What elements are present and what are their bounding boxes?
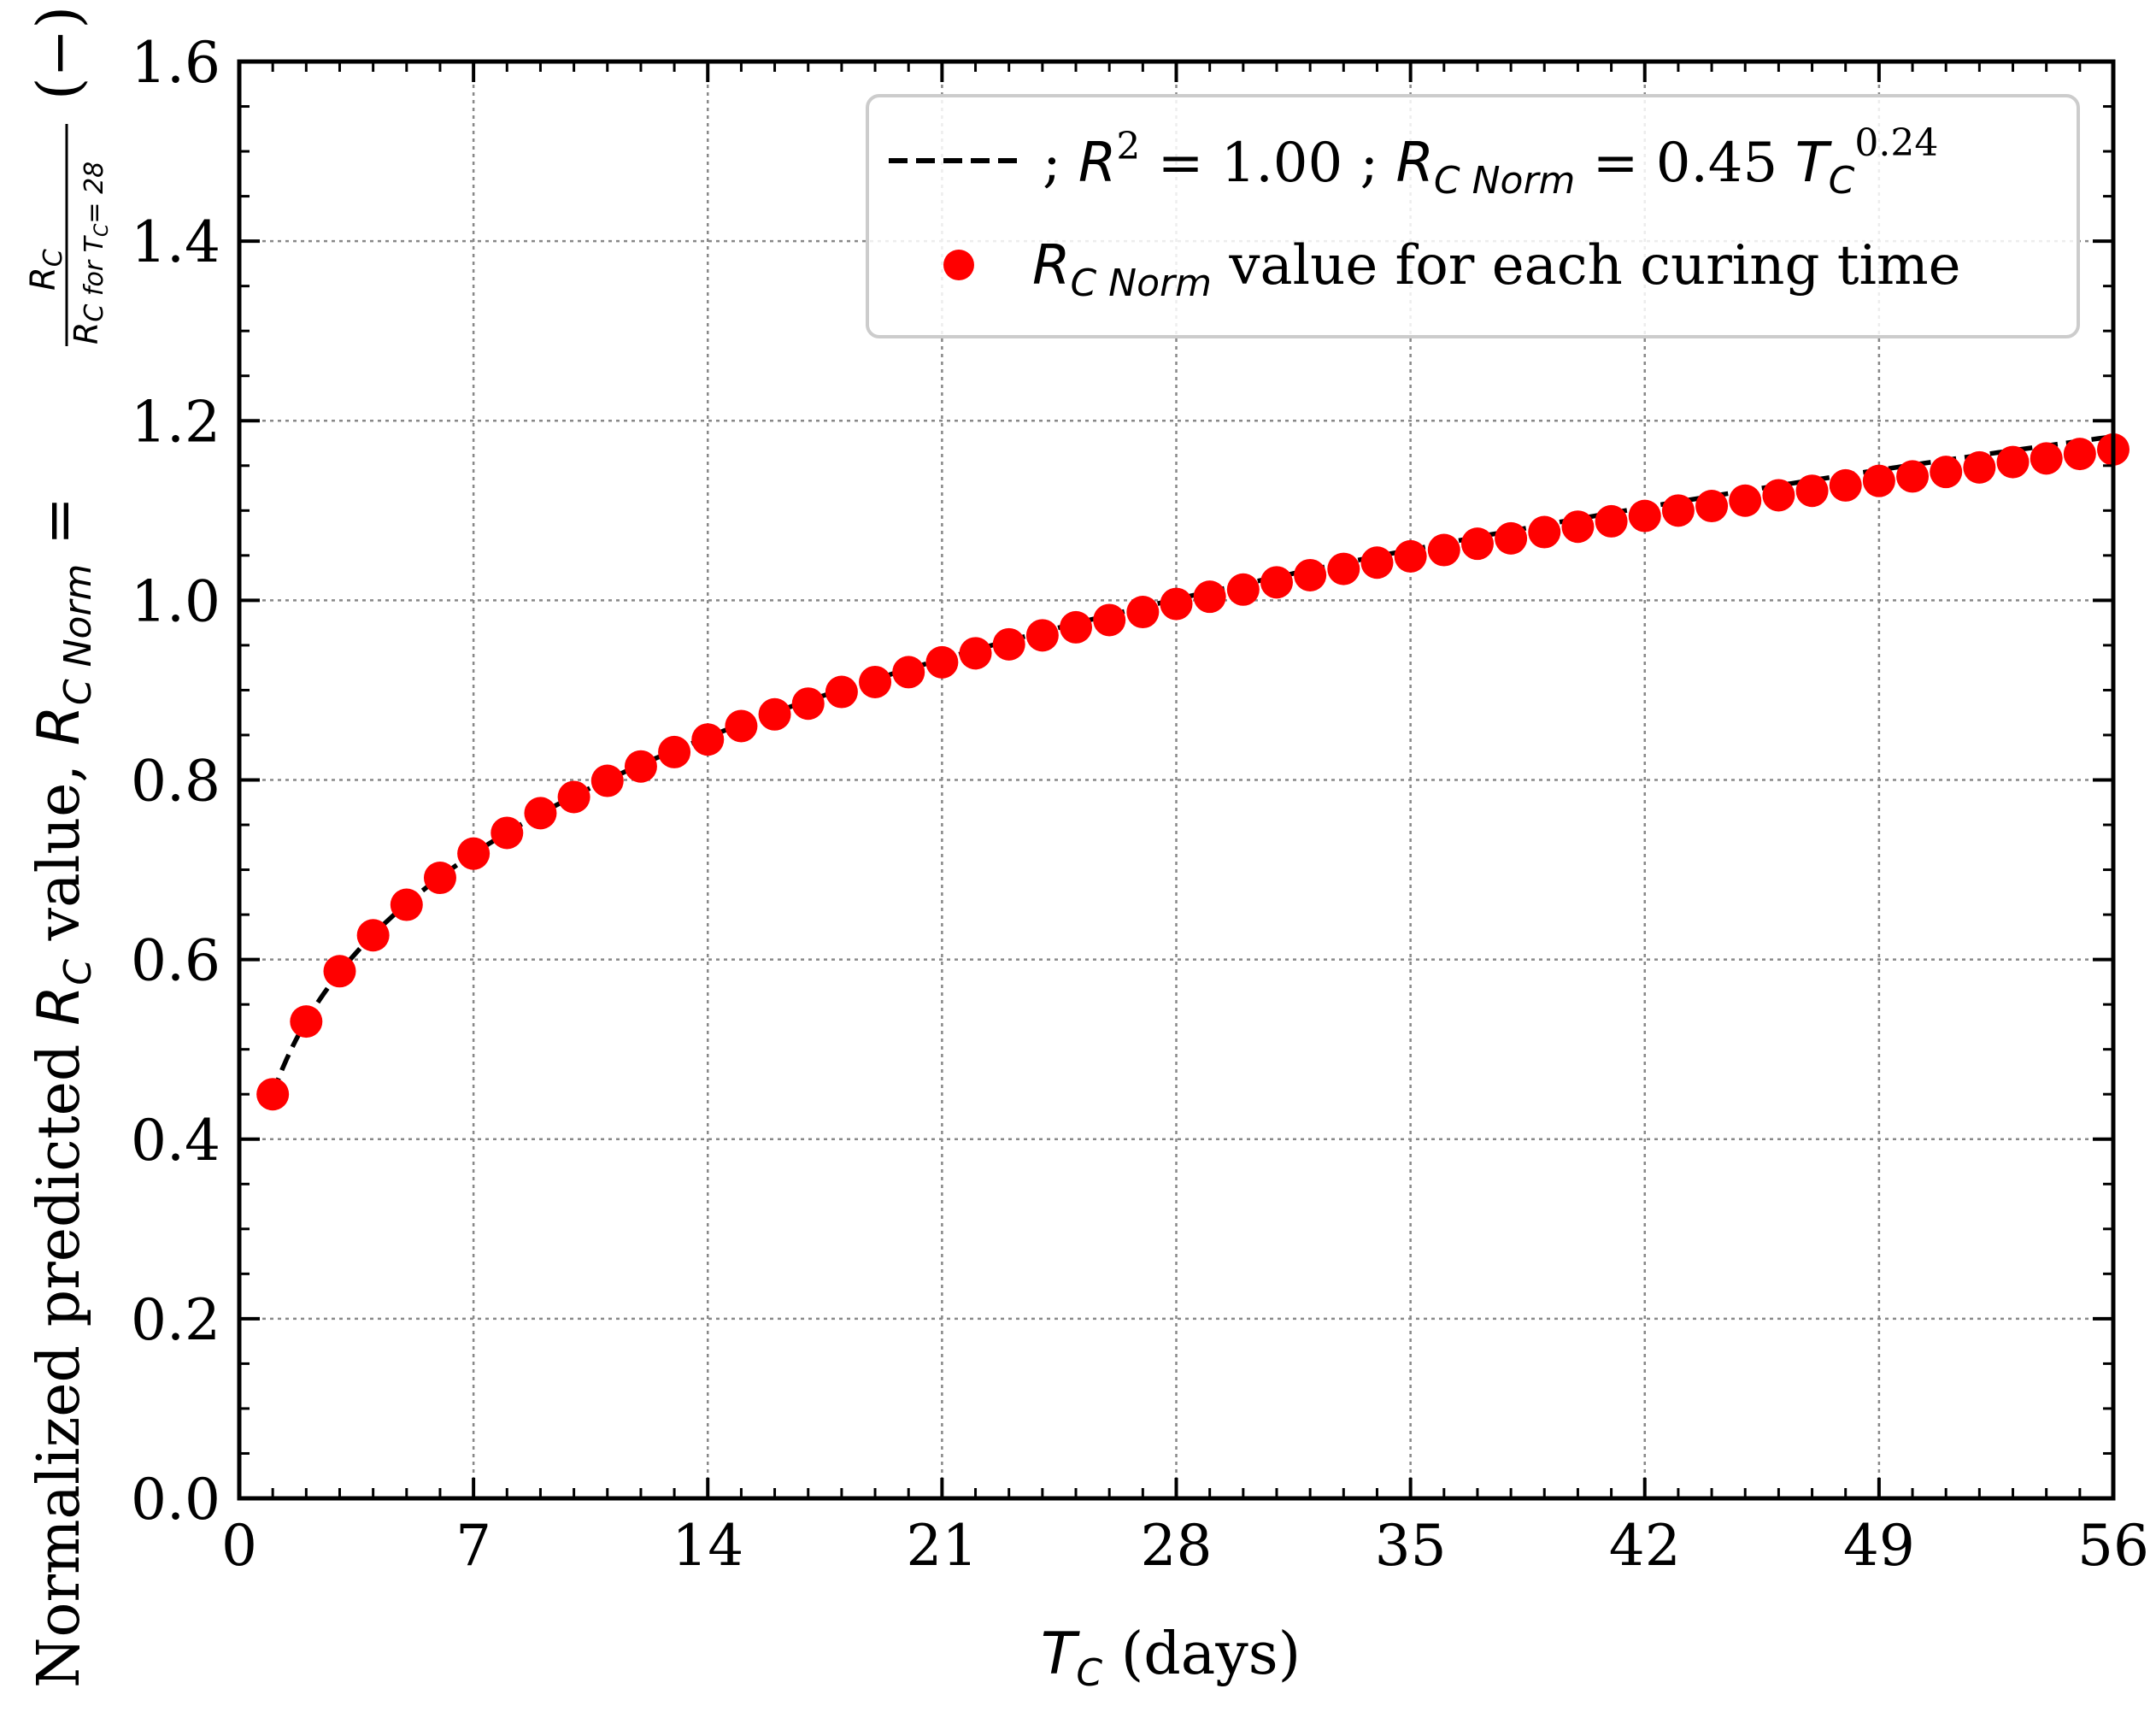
legend-box xyxy=(866,94,2080,338)
y-label-fraction-numerator: RC xyxy=(24,249,68,291)
data-point xyxy=(1226,573,1260,606)
data-point xyxy=(791,687,825,721)
data-point xyxy=(1762,479,1795,512)
data-point xyxy=(590,764,624,797)
data-point xyxy=(323,955,356,988)
x-tick-label: 28 xyxy=(1141,1513,1213,1579)
data-point xyxy=(1661,494,1695,527)
data-point xyxy=(825,675,858,709)
y-tick-label: 0.6 xyxy=(131,928,220,994)
y-tick-label: 1.0 xyxy=(131,568,220,634)
data-point xyxy=(457,837,491,870)
data-point xyxy=(1160,587,1193,621)
data-point xyxy=(1930,456,1963,489)
data-point xyxy=(892,656,925,689)
data-point xyxy=(959,637,992,670)
svg-text:Normalized predicted RC value,: Normalized predicted RC value, RC Norm = xyxy=(26,497,100,1688)
data-point xyxy=(2030,442,2063,475)
data-point xyxy=(356,919,390,952)
x-tick-label: 7 xyxy=(455,1513,491,1579)
y-tick-label: 0.2 xyxy=(131,1287,220,1353)
y-tick-label: 1.2 xyxy=(131,389,220,455)
x-tick-label: 56 xyxy=(2077,1513,2149,1579)
fit-curve xyxy=(270,433,2114,1096)
data-point xyxy=(1729,484,1762,517)
x-tick-labels: 0 7 14 21 28 35 42 49 56 xyxy=(221,1513,2149,1579)
y-tick-label: 0.8 xyxy=(131,749,220,815)
data-point xyxy=(1460,527,1494,561)
data-point xyxy=(1060,610,1093,644)
x-tick-label: 14 xyxy=(672,1513,743,1579)
legend-entry-points: RC Norm value for each curing time xyxy=(1032,234,1961,305)
data-point xyxy=(1628,499,1661,532)
data-point xyxy=(1260,566,1293,599)
data-point xyxy=(859,665,892,698)
data-point xyxy=(491,816,524,850)
data-point xyxy=(290,1005,323,1038)
y-label-fraction-denominator: RC for TC= 28 xyxy=(68,162,113,344)
data-point xyxy=(658,735,691,768)
y-label-unit: (−) xyxy=(26,6,93,100)
data-point xyxy=(1093,603,1126,637)
y-tick-label: 1.4 xyxy=(131,209,220,275)
data-point xyxy=(1561,510,1595,544)
data-point xyxy=(524,797,557,830)
data-point xyxy=(1394,539,1427,573)
x-tick-label: 35 xyxy=(1375,1513,1447,1579)
data-point xyxy=(1595,504,1628,538)
legend-entry-fit: ; R2 = 1.00 ; RC Norm = 0.45 TC0.24 xyxy=(1043,121,1938,203)
x-tick-label: 49 xyxy=(1843,1513,1915,1579)
data-point xyxy=(423,862,456,895)
axis-ticks xyxy=(238,60,2115,1500)
data-point xyxy=(1126,596,1160,629)
data-point xyxy=(1360,546,1394,580)
data-point xyxy=(925,645,959,679)
data-point xyxy=(1963,450,1996,484)
data-point xyxy=(557,780,590,814)
y-tick-label: 0.0 xyxy=(131,1467,220,1533)
data-point xyxy=(1795,474,1829,508)
data-point xyxy=(624,750,657,783)
data-point xyxy=(2063,438,2096,471)
data-point xyxy=(1829,468,1862,502)
x-tick-label: 42 xyxy=(1609,1513,1681,1579)
data-point xyxy=(1695,490,1729,523)
data-point xyxy=(1528,515,1561,549)
data-point xyxy=(725,709,758,743)
data-point xyxy=(390,888,423,921)
y-axis-label: Normalized predicted RC value, RC Norm =… xyxy=(24,6,113,1688)
data-point xyxy=(691,723,725,756)
data-point xyxy=(1862,464,1895,497)
fit-curve-group xyxy=(270,433,2114,1096)
data-point xyxy=(1294,558,1327,591)
data-point xyxy=(1193,580,1226,614)
legend-marker-swatch xyxy=(943,250,974,280)
data-point xyxy=(1427,533,1460,567)
y-tick-labels: 0.0 0.2 0.4 0.6 0.8 1.0 1.2 1.4 1.6 xyxy=(131,30,220,1533)
data-point xyxy=(1327,552,1360,585)
data-point xyxy=(758,697,791,731)
data-point xyxy=(1996,445,2030,479)
x-tick-label: 0 xyxy=(221,1513,257,1579)
x-axis-label: TC (days) xyxy=(1041,1621,1301,1695)
data-point xyxy=(992,627,1025,661)
legend: ; R2 = 1.00 ; RC Norm = 0.45 TC0.24 RC N… xyxy=(866,94,2080,338)
data-point xyxy=(256,1078,290,1111)
y-tick-label: 1.6 xyxy=(131,30,220,96)
data-points-group xyxy=(256,432,2130,1111)
data-point xyxy=(1495,521,1528,555)
data-point xyxy=(1025,619,1059,652)
x-tick-label: 21 xyxy=(906,1513,978,1579)
data-point xyxy=(1896,460,1930,493)
y-tick-label: 0.4 xyxy=(131,1108,220,1174)
